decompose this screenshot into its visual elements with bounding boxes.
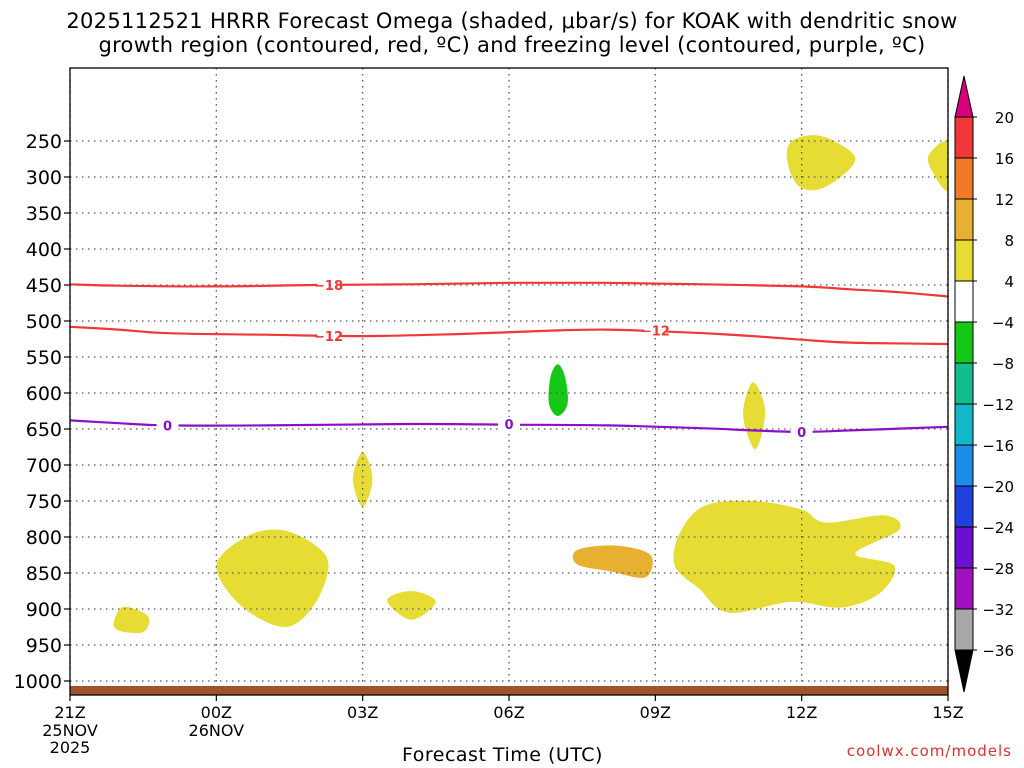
contour-line-1 [69,325,949,346]
contour-label-bg-1 [317,329,340,344]
colorbar-box-9 [954,485,974,528]
omega-region-7 [113,606,150,634]
omega-region-11 [777,685,790,686]
colorbar-box-1 [954,157,974,200]
colorbar-box-7 [954,403,974,446]
contour-label-1: −12 [314,330,343,345]
omega-region-8 [673,500,901,613]
y-tick-label-450: 450 [26,275,62,297]
omega-shaded-regions [113,135,948,686]
omega-region-3 [743,382,766,450]
colorbar-box-8 [954,444,974,487]
y-tick-label-800: 800 [26,527,62,549]
colorbar-label-10: −24 [982,519,1014,537]
y-tick-label-700: 700 [26,455,62,477]
x-tick-sublabel-21Z-1: 2025 [50,738,91,757]
contour-label-3: 0 [163,419,172,434]
x-tick-sublabel-21Z-0: 25NOV [42,721,98,740]
x-tick-label-03Z: 03Z [347,703,378,722]
x-tick-sublabel-00Z-0: 26NOV [189,721,245,740]
contour-label-bg-0 [317,278,340,292]
colorbar-box-0 [954,116,974,159]
colorbar-bottom-triangle [954,649,974,693]
colorbar-box-12 [954,608,974,651]
colorbar-label-11: −28 [982,560,1014,578]
colorbar-top-triangle [954,75,974,118]
contour-label-5: 0 [797,426,806,441]
colorbar-box-6 [954,362,974,405]
x-tick-label-15Z: 15Z [932,703,963,722]
x-tick-label-21Z: 21Z [54,703,85,722]
omega-region-9 [572,545,653,578]
x-axis-label: Forecast Time (UTC) [402,744,603,766]
x-tick-label-00Z: 00Z [201,703,232,722]
omega-region-2 [548,364,568,416]
chart-title-line-1: 2025112521 HRRR Forecast Omega (shaded, … [66,9,958,33]
contour-label-bg-4 [498,416,520,431]
y-tick-label-750: 750 [26,491,62,513]
y-tick-label-650: 650 [26,419,62,441]
colorbar-label-2: 12 [995,191,1014,209]
y-tick-label-350: 350 [26,203,62,225]
watermark[interactable]: coolwx.com/models [846,742,1012,760]
colorbar-label-4: 4 [1004,273,1014,291]
omega-region-5 [216,529,329,627]
contour-label-bg-2 [644,323,667,338]
colorbar-box-2 [954,198,974,241]
colorbar-label-0: 20 [995,109,1014,127]
y-tick-label-850: 850 [26,563,62,585]
colorbar-label-8: −16 [982,437,1014,455]
chart-title-line-2: growth region (contoured, red, ºC) and f… [98,33,926,57]
contour-label-bg-3 [156,418,179,433]
contour-line-0 [69,281,949,298]
y-tick-label-1000: 1000 [14,671,62,693]
contour-label-bg-5 [790,424,813,439]
colorbar-label-1: 16 [995,150,1014,168]
colorbar-label-5: −4 [992,314,1014,332]
colorbar-box-11 [954,567,974,610]
contour-label-2: −12 [641,324,670,339]
colorbar-label-7: −12 [982,396,1014,414]
y-tick-label-900: 900 [26,599,62,621]
y-tick-label-300: 300 [26,167,62,189]
colorbar-box-4 [954,280,974,323]
y-tick-label-250: 250 [26,131,62,153]
y-tick-label-600: 600 [26,383,62,405]
omega-region-1 [927,141,948,191]
ground-strip [70,686,948,695]
colorbar-box-5 [954,321,974,364]
omega-region-4 [352,452,373,507]
x-tick-label-12Z: 12Z [786,703,817,722]
y-tick-label-950: 950 [26,635,62,657]
y-tick-label-400: 400 [26,239,62,261]
omega-region-6 [387,590,436,620]
x-tick-label-09Z: 09Z [640,703,671,722]
colorbar-label-9: −20 [982,478,1014,496]
x-tick-label-06Z: 06Z [493,703,524,722]
colorbar-box-10 [954,526,974,569]
y-tick-label-550: 550 [26,347,62,369]
colorbar-box-3 [954,239,974,282]
colorbar-label-6: −8 [992,355,1014,373]
colorbar-label-13: −36 [982,642,1014,660]
contour-label-4: 0 [504,418,513,433]
y-tick-label-500: 500 [26,311,62,333]
colorbar-label-12: −32 [982,601,1014,619]
contour-label-0: −18 [314,279,343,294]
colorbar-label-3: 8 [1004,232,1014,250]
